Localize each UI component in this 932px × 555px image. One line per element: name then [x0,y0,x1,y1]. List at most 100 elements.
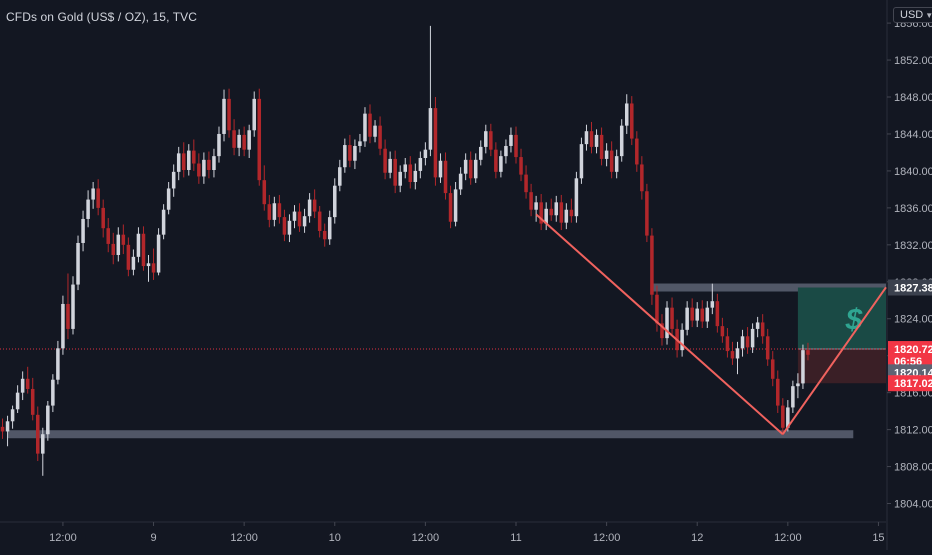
candle-body [202,159,206,177]
candle-body [801,350,805,384]
chart-title: CFDs on Gold (US$ / OZ), 15, TVC [6,10,198,24]
candle [363,107,367,147]
candle-body [584,131,589,145]
candle [665,301,669,345]
candle-body [473,159,478,179]
candle-body [86,199,90,219]
candle-body [725,336,730,352]
y-tick-label: 1852.00 [894,55,932,67]
candle [529,183,533,217]
candle [333,178,337,224]
candle-body [453,189,458,222]
candle-body [51,379,55,406]
price-label-bg [888,375,932,392]
candle [781,398,785,436]
currency-selector[interactable]: USD ▼ [893,7,932,23]
candle-body [398,171,402,186]
candle [56,340,60,385]
candle-body [519,157,523,175]
candle [579,137,584,184]
candle-body [700,308,705,322]
candle [257,88,262,186]
y-tick-label: 1840.00 [894,166,932,178]
candle [398,165,402,193]
candle [635,131,639,172]
candle [187,144,191,176]
candle [393,150,397,194]
candle [383,139,387,180]
candle [202,152,206,184]
candle-body [146,263,151,267]
candle-body [665,307,669,339]
candle-body [25,378,30,389]
candle [720,317,725,343]
candle [5,415,10,447]
candle-body [514,134,518,158]
candle-body [776,378,780,406]
candle-body [348,145,352,161]
candle-body [292,211,297,221]
candle-body [806,350,810,355]
candle-body [15,392,20,410]
candle-body [333,185,337,218]
candle-body [262,180,267,205]
candle [740,329,745,357]
candle [499,150,503,178]
candle-body [136,233,141,257]
candle [670,297,674,336]
candle [232,119,236,156]
candle [473,153,478,183]
candle-body [655,294,659,324]
candle [776,370,780,413]
candle [51,374,55,413]
candle [111,232,116,265]
candle-body [443,160,448,194]
candle-body [544,208,548,224]
candle [131,249,136,276]
candle-body [423,149,428,158]
candle [287,214,292,243]
candle [695,302,699,328]
candle [297,203,302,232]
candle [443,152,448,200]
candle-body [358,141,362,146]
candle-body [484,131,488,147]
candle [705,301,710,328]
candle [599,127,604,166]
candle-body [660,323,664,339]
candle [453,182,458,227]
candle-body [161,209,166,235]
price-label-bg [888,341,932,358]
candle [192,139,196,171]
candle-body [650,235,654,295]
candle-body [378,125,382,149]
candle-body [272,203,277,220]
candle [166,182,171,215]
candle-body [468,159,473,179]
candle [619,119,624,162]
candle-body [554,202,559,216]
candle-body [624,103,629,126]
candle-body [559,202,564,223]
candle [91,182,95,209]
candle-body [383,148,387,173]
candle-body [242,134,246,150]
candle-body [368,113,372,137]
candle-body [227,98,231,131]
candle [408,156,413,189]
candle-body [770,359,775,379]
chevron-down-icon: ▼ [925,10,932,20]
candle [277,194,282,224]
candle-body [46,405,50,435]
candle-body [363,113,367,142]
candle-body [388,158,392,173]
candle-body [458,173,463,190]
candle-body [574,178,579,217]
candle-body [564,209,569,223]
candle-body [156,234,161,273]
candle-body [594,134,599,147]
candle [343,138,347,173]
candle [413,163,418,190]
